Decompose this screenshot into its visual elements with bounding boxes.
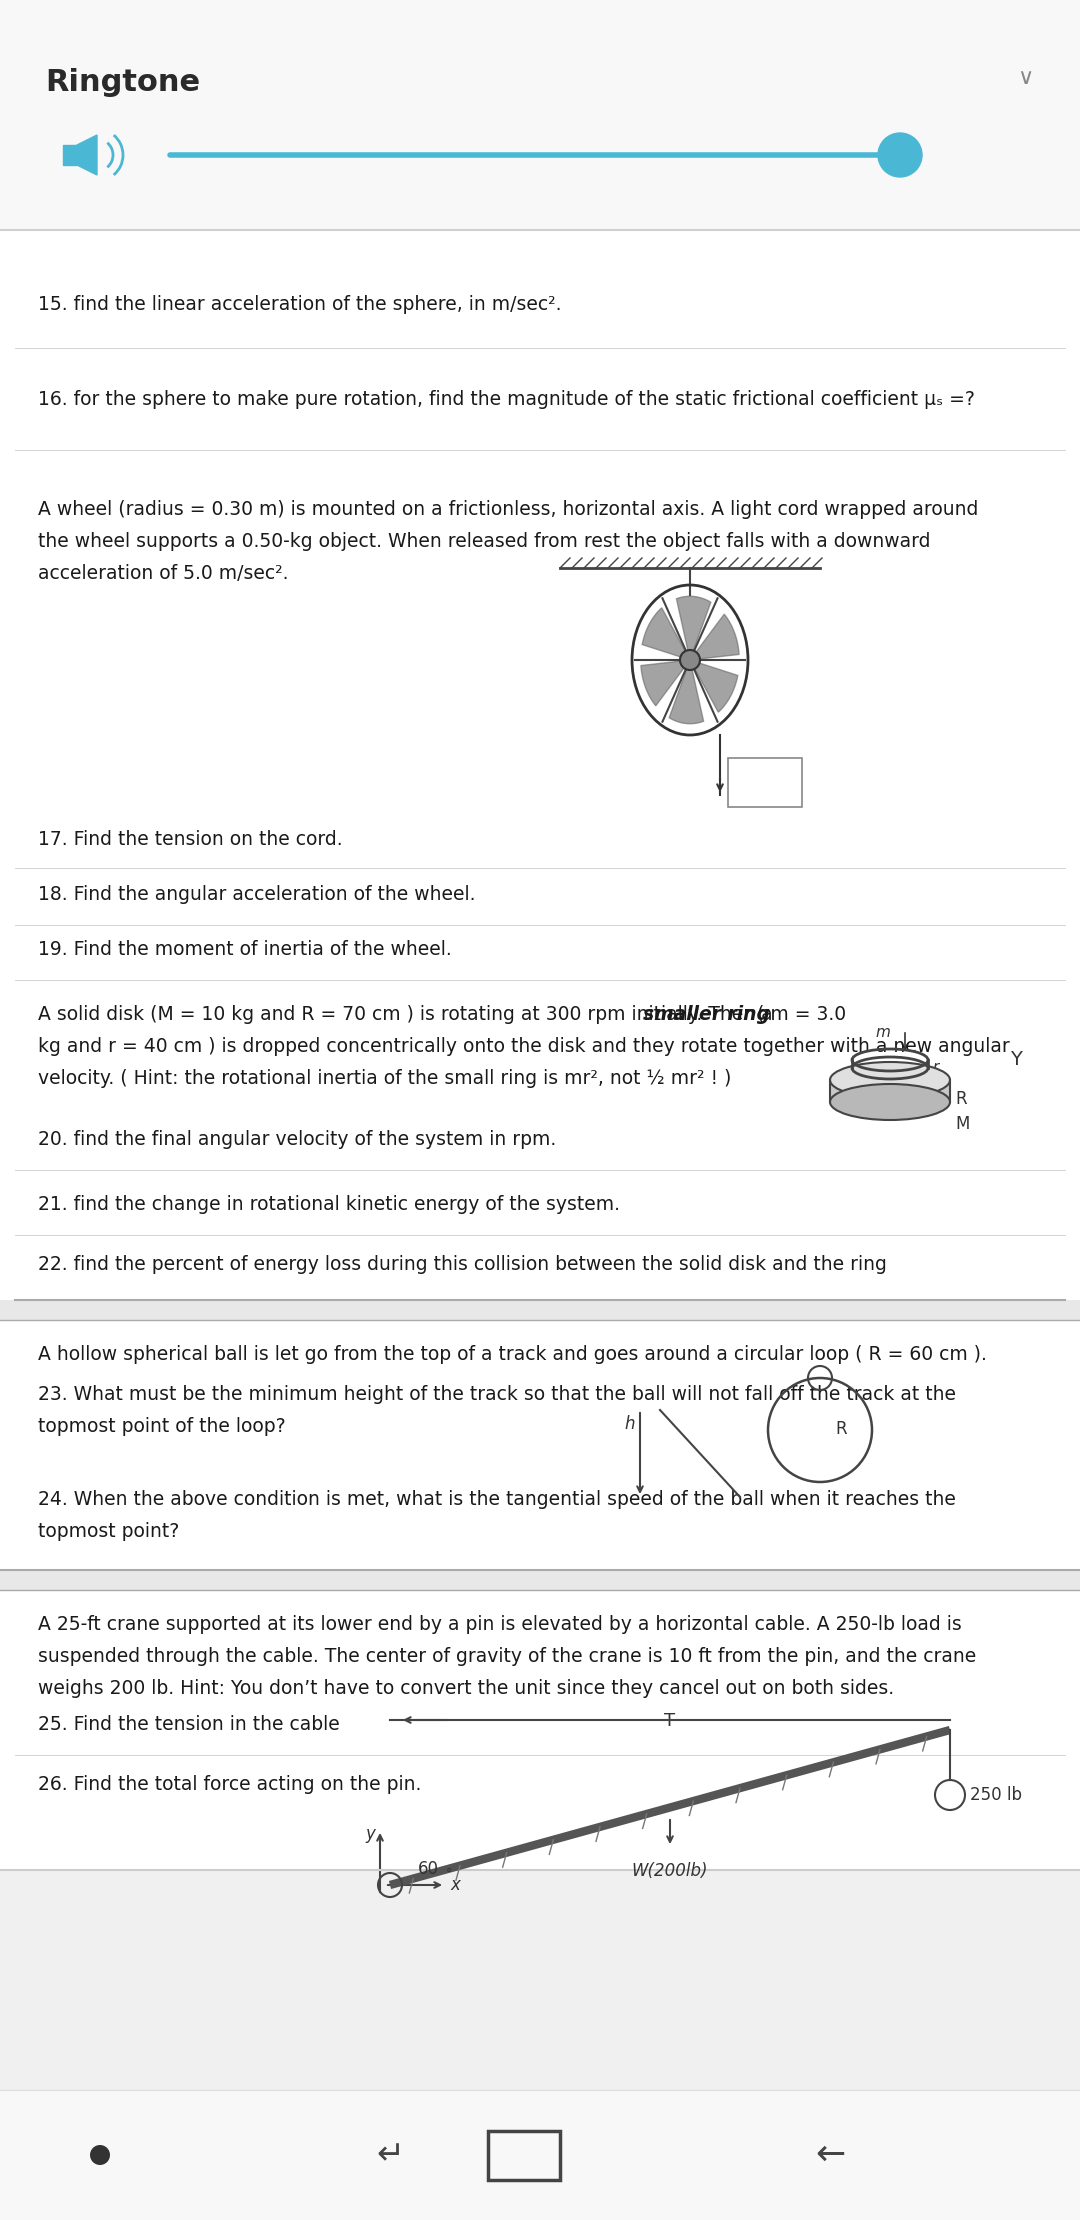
Text: 18. Find the angular acceleration of the wheel.: 18. Find the angular acceleration of the… xyxy=(38,886,475,904)
Text: mg: mg xyxy=(751,766,780,784)
Circle shape xyxy=(90,2145,110,2164)
Text: °: ° xyxy=(446,1867,453,1880)
Text: 17. Find the tension on the cord.: 17. Find the tension on the cord. xyxy=(38,830,342,848)
Bar xyxy=(831,1079,950,1101)
Text: r: r xyxy=(932,1059,939,1074)
Text: the wheel supports a 0.50-kg object. When released from rest the object falls wi: the wheel supports a 0.50-kg object. Whe… xyxy=(38,533,931,551)
Text: 21. find the change in rotational kinetic energy of the system.: 21. find the change in rotational kineti… xyxy=(38,1194,620,1214)
Text: kg and r = 40 cm ) is dropped concentrically onto the disk and they rotate toget: kg and r = 40 cm ) is dropped concentric… xyxy=(38,1037,1010,1057)
Text: m: m xyxy=(875,1026,890,1039)
Text: smaller ring: smaller ring xyxy=(643,1006,770,1023)
Text: velocity. ( Hint: the rotational inertia of the small ring is mr², not ½ mr² ! ): velocity. ( Hint: the rotational inertia… xyxy=(38,1070,731,1088)
Polygon shape xyxy=(670,659,703,724)
Text: 250 lb: 250 lb xyxy=(970,1787,1022,1805)
Polygon shape xyxy=(640,659,690,706)
Text: M: M xyxy=(955,1114,970,1132)
Ellipse shape xyxy=(831,1083,950,1121)
Circle shape xyxy=(680,650,700,670)
Bar xyxy=(0,2089,1080,2220)
Bar xyxy=(0,1869,1080,2220)
Text: Ringtone: Ringtone xyxy=(45,69,200,98)
Text: 20. find the final angular velocity of the system in rpm.: 20. find the final angular velocity of t… xyxy=(38,1130,556,1150)
Text: R: R xyxy=(835,1421,847,1439)
Text: A wheel (radius = 0.30 m) is mounted on a frictionless, horizontal axis. A light: A wheel (radius = 0.30 m) is mounted on … xyxy=(38,500,978,519)
Circle shape xyxy=(878,133,922,178)
Text: A 25-ft crane supported at its lower end by a pin is elevated by a horizontal ca: A 25-ft crane supported at its lower end… xyxy=(38,1614,962,1634)
Polygon shape xyxy=(63,144,77,164)
Text: Y: Y xyxy=(1010,1050,1022,1070)
Text: topmost point of the loop?: topmost point of the loop? xyxy=(38,1416,285,1436)
Text: topmost point?: topmost point? xyxy=(38,1523,179,1541)
Bar xyxy=(0,1301,1080,1321)
FancyBboxPatch shape xyxy=(728,757,802,808)
Text: y: y xyxy=(365,1825,375,1843)
Bar xyxy=(0,231,1080,1869)
Bar xyxy=(0,1570,1080,1590)
Text: 25. Find the tension in the cable: 25. Find the tension in the cable xyxy=(38,1716,340,1734)
Text: R: R xyxy=(955,1090,967,1108)
Text: 15: 15 xyxy=(895,1070,915,1086)
Text: ( m = 3.0: ( m = 3.0 xyxy=(751,1006,846,1023)
Text: suspended through the cable. The center of gravity of the crane is 10 ft from th: suspended through the cable. The center … xyxy=(38,1647,976,1665)
Polygon shape xyxy=(690,615,739,659)
Text: 22. find the percent of energy loss during this collision between the solid disk: 22. find the percent of energy loss duri… xyxy=(38,1254,887,1274)
Text: 19. Find the moment of inertia of the wheel.: 19. Find the moment of inertia of the wh… xyxy=(38,939,451,959)
Text: A hollow spherical ball is let go from the top of a track and goes around a circ: A hollow spherical ball is let go from t… xyxy=(38,1345,987,1363)
Text: W(200lb): W(200lb) xyxy=(632,1863,708,1880)
Text: ←: ← xyxy=(815,2138,846,2171)
Text: T: T xyxy=(664,1712,676,1729)
Text: acceleration of 5.0 m/sec².: acceleration of 5.0 m/sec². xyxy=(38,564,288,584)
Text: 15. find the linear acceleration of the sphere, in m/sec².: 15. find the linear acceleration of the … xyxy=(38,295,562,313)
Polygon shape xyxy=(690,659,738,713)
Text: 26. Find the total force acting on the pin.: 26. Find the total force acting on the p… xyxy=(38,1776,421,1794)
Text: 60: 60 xyxy=(418,1860,438,1878)
Text: weighs 200 lb. Hint: You don’t have to convert the unit since they cancel out on: weighs 200 lb. Hint: You don’t have to c… xyxy=(38,1678,894,1698)
Text: ↵: ↵ xyxy=(376,2138,404,2171)
Polygon shape xyxy=(77,135,97,175)
Text: A solid disk (M = 10 kg and R = 70 cm ) is rotating at 300 rpm initially. Then a: A solid disk (M = 10 kg and R = 70 cm ) … xyxy=(38,1006,779,1023)
Ellipse shape xyxy=(831,1061,950,1099)
Polygon shape xyxy=(643,608,690,659)
Text: T: T xyxy=(728,786,739,804)
Bar xyxy=(0,0,1080,231)
Text: 16. for the sphere to make pure rotation, find the magnitude of the static frict: 16. for the sphere to make pure rotation… xyxy=(38,391,975,408)
Text: x: x xyxy=(450,1876,460,1894)
Polygon shape xyxy=(676,597,711,659)
Text: h: h xyxy=(624,1414,635,1432)
Text: 24. When the above condition is met, what is the tangential speed of the ball wh: 24. When the above condition is met, wha… xyxy=(38,1490,956,1510)
Text: 23. What must be the minimum height of the track so that the ball will not fall : 23. What must be the minimum height of t… xyxy=(38,1385,956,1403)
Text: ∨: ∨ xyxy=(1017,69,1034,89)
